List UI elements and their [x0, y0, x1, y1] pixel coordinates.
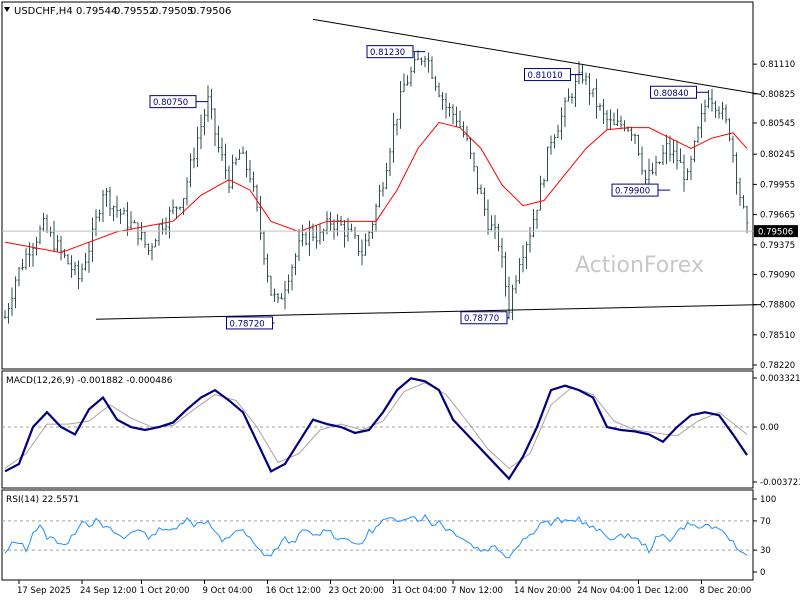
time-tick-label: 7 Nov 12:00 — [451, 586, 503, 596]
trendline-upper — [312, 18, 762, 95]
price-tick-label: 0.80245 — [760, 150, 795, 160]
macd-signal-line — [4, 382, 748, 470]
trendline-lower — [95, 304, 762, 320]
price-label-text: 0.80840 — [654, 89, 689, 99]
time-tick-label: 17 Sep 2025 — [17, 586, 71, 596]
trendlines-layer: 0.79506 — [2, 18, 798, 320]
rsi-tick-label: 100 — [760, 495, 776, 505]
header-close: 0.79506 — [190, 6, 231, 17]
macd-main-line — [4, 377, 748, 481]
header-low: 0.79505 — [152, 6, 193, 17]
price-tick-label: 0.79090 — [760, 270, 795, 280]
last-price-box — [754, 225, 798, 238]
time-tick-label: 24 Sep 12:00 — [80, 586, 137, 596]
header-open: 0.79544 — [76, 6, 117, 17]
price-panel-frame — [1, 1, 754, 370]
macd-tick-label: -0.003723 — [760, 478, 800, 488]
price-tick-label: 0.81110 — [760, 60, 795, 70]
macd-panel-frame — [1, 370, 754, 489]
price-label-text: 0.79900 — [615, 187, 650, 197]
time-tick-label: 16 Oct 12:00 — [266, 586, 321, 596]
time-tick-label: 14 Nov 20:00 — [514, 586, 571, 596]
price-tick-label: 0.80825 — [760, 90, 795, 100]
time-tick-label: 8 Dec 20:00 — [700, 586, 752, 596]
price-tick-label: 0.80545 — [760, 119, 795, 129]
watermark-text: ActionForex — [575, 253, 704, 278]
price-tick-label: 0.78800 — [760, 301, 795, 311]
rsi-panel-frame — [1, 489, 754, 581]
price-tick-label: 0.78220 — [760, 361, 795, 371]
time-tick-label: 1 Dec 12:00 — [637, 586, 689, 596]
price-tick-label: 0.79375 — [760, 241, 795, 251]
time-tick-label: 24 Nov 04:00 — [577, 586, 634, 596]
symbol-header: USDCHF,H4 0.79544 0.79552 0.79505 0.7950… — [4, 6, 231, 17]
price-label-text: 0.80750 — [153, 98, 188, 108]
price-axis: 0.81110 0.80825 0.80545 0.80245 0.79955 0.796… — [753, 60, 795, 371]
time-tick-label: 1 Oct 20:00 — [140, 586, 190, 596]
moving-average-line — [4, 121, 748, 254]
rsi-tick-label: 70 — [760, 517, 771, 527]
header-high: 0.79552 — [114, 6, 155, 17]
dropdown-triangle-icon[interactable] — [4, 7, 10, 12]
time-tick-label: 9 Oct 04:00 — [203, 586, 253, 596]
price-label-text: 0.81010 — [528, 71, 563, 81]
time-tick-label: 31 Oct 04:00 — [392, 586, 447, 596]
price-tick-label: 0.79665 — [760, 211, 795, 221]
rsi-line — [4, 514, 748, 559]
header-symbol: USDCHF,H4 — [14, 6, 73, 17]
price-tick-label: 0.78510 — [760, 331, 795, 341]
macd-layer: 0.003321 0.00 -0.003723 — [2, 374, 800, 488]
rsi-tick-label: 0 — [760, 568, 765, 578]
macd-tick-label: 0.00 — [760, 423, 779, 433]
price-label-text: 0.78720 — [230, 319, 265, 329]
rsi-tick-label: 30 — [760, 546, 771, 556]
price-label-text: 0.78770 — [464, 314, 499, 324]
time-axis: 17 Sep 2025 24 Sep 12:00 1 Oct 20:00 9 Oct … — [17, 580, 751, 596]
last-price-label: 0.79506 — [758, 228, 793, 238]
moving-average-layer — [4, 121, 748, 254]
time-tick-label: 23 Oct 20:00 — [329, 586, 384, 596]
price-label-text: 0.81230 — [370, 48, 405, 58]
price-tick-label: 0.79955 — [760, 180, 795, 190]
rsi-layer: 100 70 30 0 — [2, 495, 776, 578]
rsi-title: RSI(14) 22.5571 — [6, 495, 79, 505]
candles-layer — [3, 50, 749, 324]
macd-tick-label: 0.003321 — [760, 374, 800, 384]
macd-title: MACD(12,26,9) -0.001882 -0.000486 — [6, 376, 173, 386]
price-annotations: 0.80750 0.78720 0.81230 0.78770 0.81010 0.799… — [149, 45, 709, 330]
